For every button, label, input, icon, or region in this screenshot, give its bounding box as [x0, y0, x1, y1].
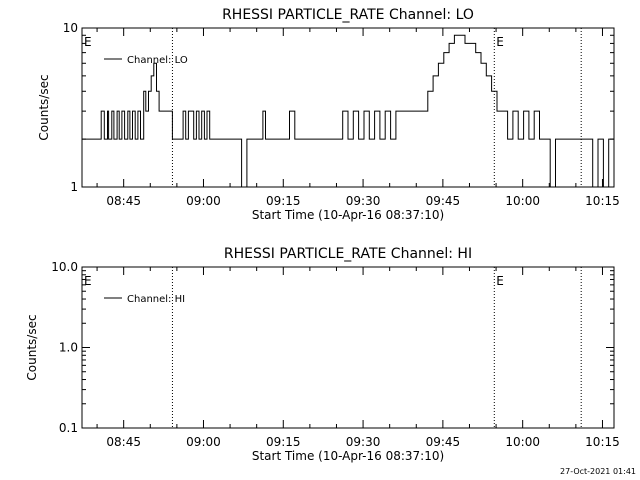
legend-label: Channel: LO	[127, 55, 188, 66]
y-axis-label: Counts/sec	[25, 314, 39, 380]
y-tick-label: 10	[63, 21, 78, 35]
x-tick-label: 09:15	[266, 435, 301, 449]
x-tick-label: 09:30	[346, 435, 381, 449]
x-tick-label: 09:15	[266, 194, 301, 208]
x-tick-label: 10:00	[505, 194, 540, 208]
plot-frame	[81, 266, 615, 429]
x-tick-label: 10:15	[585, 194, 620, 208]
y-tick-label: 10.0	[51, 260, 78, 274]
chart-title: RHESSI PARTICLE_RATE Channel: HI	[224, 246, 472, 262]
timestamp: 27-Oct-2021 01:41	[560, 467, 636, 476]
event-marker-label: E	[84, 35, 92, 49]
x-tick-label: 09:00	[186, 194, 221, 208]
panel-lo: RHESSI PARTICLE_RATE Channel: LO 08:45 09:…	[37, 7, 620, 222]
panel-hi: RHESSI PARTICLE_RATE Channel: HI 08:45 09:…	[25, 246, 620, 463]
series-line	[82, 34, 614, 188]
x-tick-label: 09:45	[426, 435, 461, 449]
chart-title: RHESSI PARTICLE_RATE Channel: LO	[222, 7, 474, 23]
x-axis-label: Start Time (10-Apr-16 08:37:10)	[252, 208, 444, 222]
y-tick-label: 0.1	[59, 421, 78, 435]
y-tick-label: 1.0	[59, 341, 78, 355]
x-tick-label: 09:00	[186, 435, 221, 449]
x-tick-label: 09:45	[426, 194, 461, 208]
x-tick-label: 10:00	[505, 435, 540, 449]
x-axis-label: Start Time (10-Apr-16 08:37:10)	[252, 449, 444, 463]
event-marker-label: E	[496, 274, 504, 288]
x-tick-label: 09:30	[346, 194, 381, 208]
x-tick-label: 10:15	[585, 435, 620, 449]
x-tick-label: 08:45	[106, 194, 141, 208]
y-tick-label: 1	[70, 180, 78, 194]
legend-label: Channel: HI	[127, 294, 185, 305]
y-axis-label: Counts/sec	[37, 74, 51, 140]
event-marker-label: E	[496, 35, 504, 49]
plot-frame	[81, 27, 615, 188]
x-tick-label: 08:45	[106, 435, 141, 449]
event-marker-label: E	[84, 274, 92, 288]
